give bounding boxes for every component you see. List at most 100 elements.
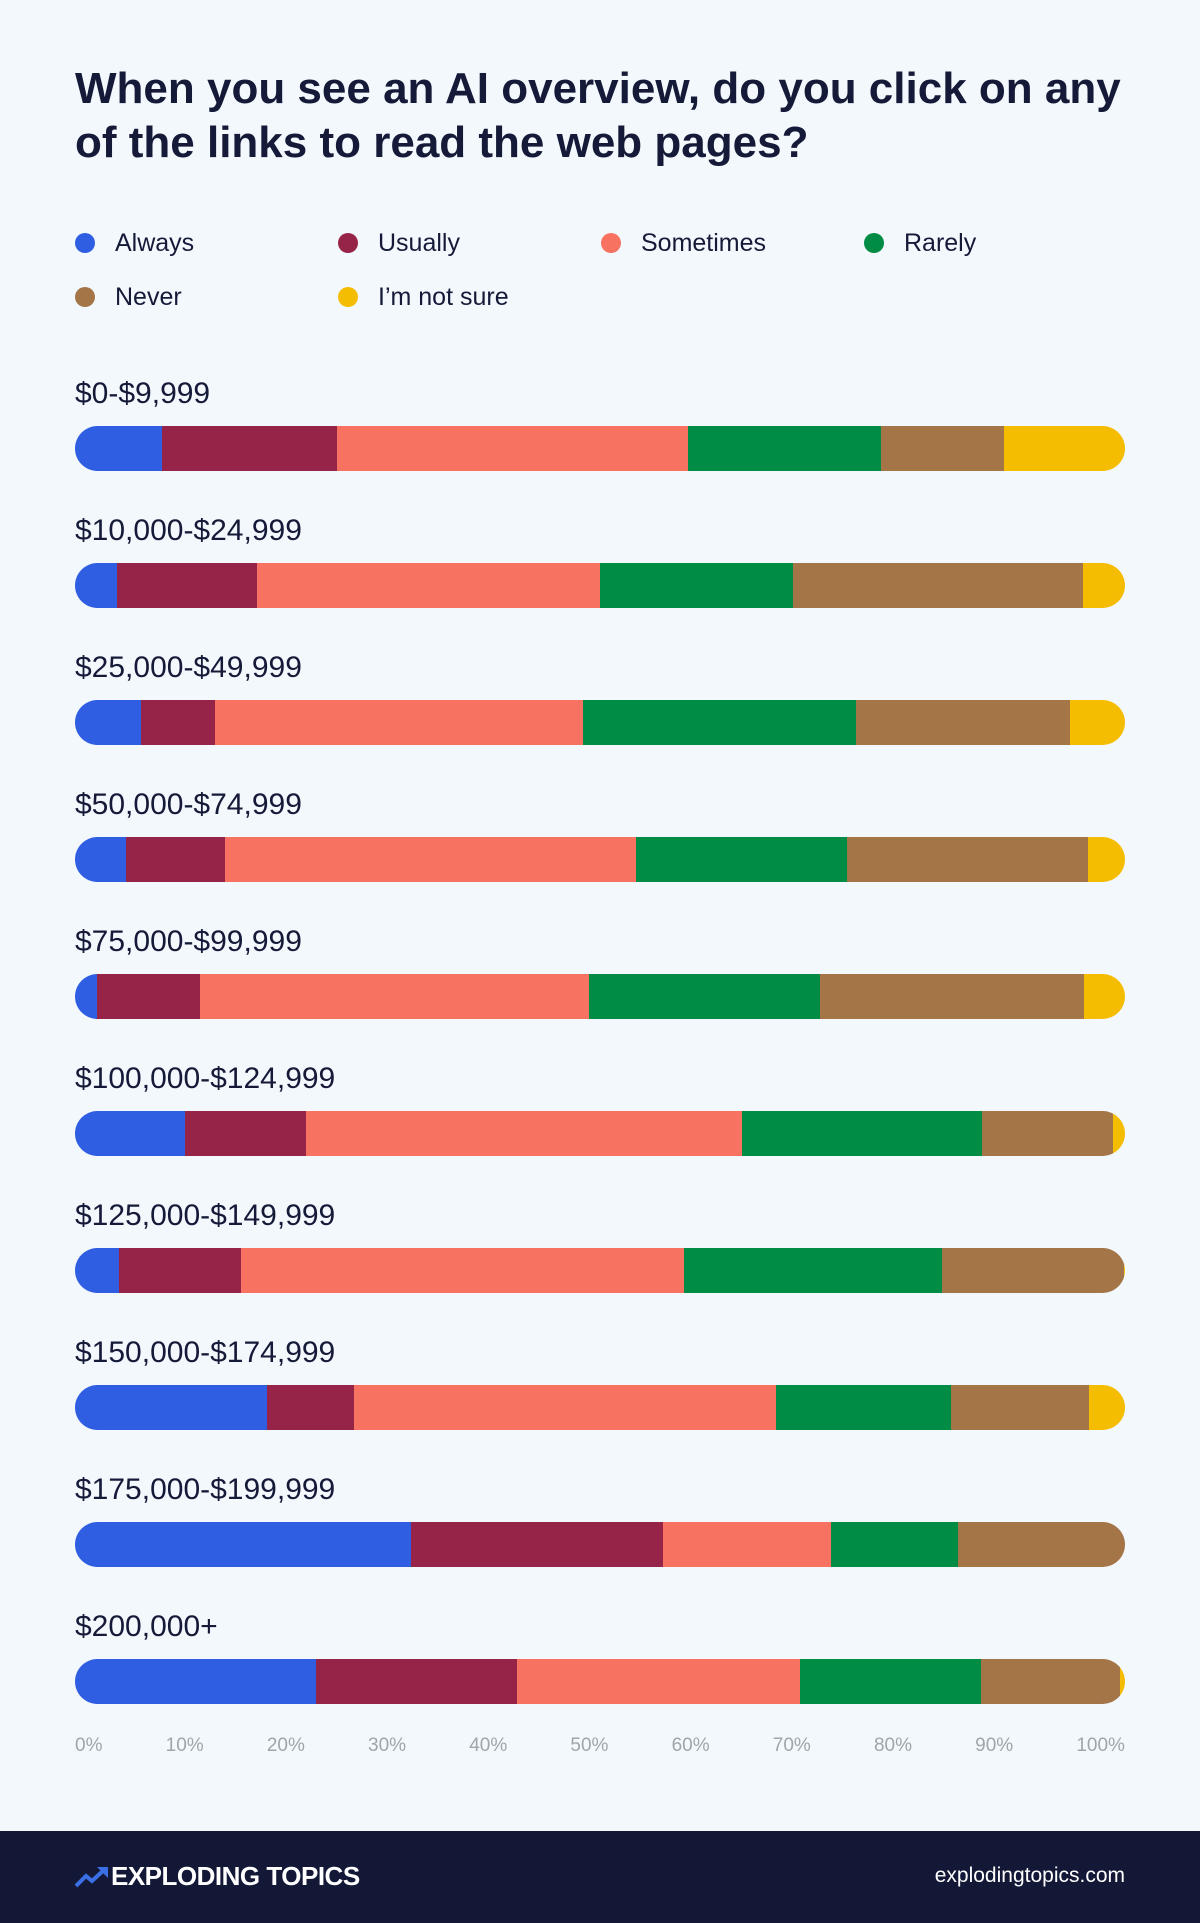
bar-segment-always (75, 1659, 317, 1704)
category-label: $10,000-$24,999 (75, 514, 302, 547)
legend-label: Sometimes (641, 228, 767, 257)
bar-row: $150,000-$174,999 (75, 1333, 1125, 1430)
legend-item: Rarely (864, 228, 1127, 258)
bar-row: $175,000-$199,999 (75, 1470, 1125, 1567)
bar-segment-usually (267, 1385, 355, 1430)
legend-label: Rarely (904, 228, 977, 257)
x-tick-label: 90% (975, 1735, 1014, 1756)
bar-segment-never (942, 1248, 1124, 1293)
x-tick-label: 80% (873, 1735, 912, 1756)
bar-segment-sometimes (240, 1248, 684, 1293)
bar-segment-sometimes (354, 1385, 777, 1430)
bar-segment-rarely (799, 1659, 982, 1704)
x-tick-label: 40% (469, 1735, 508, 1756)
bar-segment-always (75, 563, 117, 608)
bar-row: $125,000-$149,999 (75, 1196, 1125, 1293)
bar-segment-always (75, 1522, 411, 1567)
bar-segment-usually (97, 974, 200, 1019)
bar-segment-always (75, 1248, 120, 1293)
category-label: $50,000-$74,999 (75, 788, 302, 821)
bar-segment-sometimes (663, 1522, 831, 1567)
stacked-bar (75, 837, 1125, 882)
bar-segment-rarely (831, 1522, 959, 1567)
bar-segment-sometimes (214, 700, 584, 745)
bar-segment-rarely (688, 426, 882, 471)
bar-segment-i-m-not-sure (1070, 700, 1125, 745)
bar-segment-never (982, 1111, 1114, 1156)
x-tick-label: 70% (772, 1735, 811, 1756)
bar-segment-never (856, 700, 1071, 745)
bar-segment-always (75, 426, 163, 471)
bar-row: $25,000-$49,999 (75, 648, 1125, 745)
bar-segment-never (820, 974, 1085, 1019)
stacked-bar (75, 1522, 1125, 1567)
stacked-bar (75, 1248, 1125, 1293)
bar-segment-sometimes (199, 974, 590, 1019)
category-label: $0-$9,999 (75, 377, 211, 410)
bar-segment-i-m-not-sure (1123, 1248, 1125, 1293)
footer: EXPLODING TOPICS explodingtopics.com (0, 1831, 1200, 1923)
bar-segment-rarely (635, 837, 847, 882)
chart-title: When you see an AI overview, do you clic… (75, 64, 1121, 167)
legend: Always Usually Sometimes Rarely Never I’m not… (75, 228, 1135, 312)
x-tick-label: 20% (266, 1735, 305, 1756)
legend-dot-icon (338, 233, 358, 253)
bar-row: $0-$9,999 (75, 374, 1125, 471)
legend-item: I’m not sure (338, 282, 601, 312)
bar-segment-usually (411, 1522, 663, 1567)
bar-segment-i-m-not-sure (1119, 1659, 1125, 1704)
stacked-bar (75, 700, 1125, 745)
bar-segment-always (75, 837, 127, 882)
bar-segment-i-m-not-sure (1004, 426, 1125, 471)
bar-segment-rarely (599, 563, 794, 608)
bar-row: $50,000-$74,999 (75, 785, 1125, 882)
bar-segment-never (846, 837, 1089, 882)
brand-logo[interactable]: EXPLODING TOPICS (75, 1861, 360, 1892)
bar-segment-never (981, 1659, 1120, 1704)
category-label: $125,000-$149,999 (75, 1199, 336, 1232)
category-label: $75,000-$99,999 (75, 925, 302, 958)
x-tick-label: 30% (368, 1735, 407, 1756)
bar-segment-rarely (589, 974, 821, 1019)
category-label: $100,000-$124,999 (75, 1062, 336, 1095)
trend-arrow-icon (75, 1866, 108, 1887)
bar-row: $100,000-$124,999 (75, 1059, 1125, 1156)
bar-segment-i-m-not-sure (1089, 1385, 1125, 1430)
x-axis: 0% 10% 20% 30% 40% 50% 60% 70% 80% 90% 100% (75, 1735, 1125, 1757)
x-tick-label: 50% (570, 1735, 609, 1756)
bar-segment-usually (117, 563, 257, 608)
category-label: $25,000-$49,999 (75, 651, 302, 684)
legend-item: Never (75, 282, 338, 312)
bar-segment-i-m-not-sure (1113, 1111, 1125, 1156)
bar-segment-never (793, 563, 1083, 608)
x-tick-label: 0% (75, 1735, 103, 1756)
bar-segment-never (958, 1522, 1125, 1567)
bar-row: $200,000+ (75, 1607, 1125, 1704)
bar-segment-usually (162, 426, 338, 471)
bar-segment-always (75, 1385, 268, 1430)
bar-segment-rarely (583, 700, 857, 745)
bar-segment-always (75, 1111, 186, 1156)
legend-label: Usually (378, 228, 460, 257)
bar-segment-usually (316, 1659, 517, 1704)
legend-item: Always (75, 228, 338, 258)
legend-dot-icon (601, 233, 621, 253)
legend-label: Always (115, 228, 195, 257)
site-link[interactable]: explodingtopics.com (934, 1864, 1125, 1887)
x-tick-label: 60% (671, 1735, 710, 1756)
bar-segment-usually (119, 1248, 241, 1293)
legend-item: Usually (338, 228, 601, 258)
bar-segment-i-m-not-sure (1084, 974, 1125, 1019)
bar-segment-usually (126, 837, 226, 882)
bar-segment-never (881, 426, 1005, 471)
bar-segment-usually (141, 700, 215, 745)
bar-segment-sometimes (225, 837, 636, 882)
bar-segment-i-m-not-sure (1082, 563, 1125, 608)
stacked-bar (75, 974, 1125, 1019)
x-tick-label: 10% (165, 1735, 204, 1756)
bar-segment-sometimes (306, 1111, 742, 1156)
legend-dot-icon (864, 233, 884, 253)
bar-row: $75,000-$99,999 (75, 922, 1125, 1019)
bar-segment-sometimes (516, 1659, 800, 1704)
legend-item: Sometimes (601, 228, 864, 258)
